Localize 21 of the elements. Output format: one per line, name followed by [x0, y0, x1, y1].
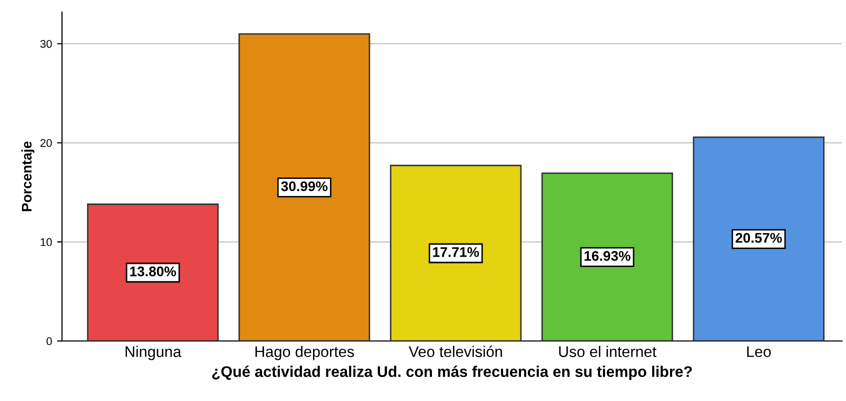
data-label: 13.80% — [130, 266, 176, 276]
x-tick-label: Ninguna — [126, 346, 182, 360]
bar — [541, 172, 674, 341]
y-tick-label: 10 — [40, 238, 52, 246]
bar — [87, 204, 219, 341]
y-tick-label: 0 — [46, 337, 52, 346]
x-axis-title: ¿Qué actividad realiza Ud. con más frecuencia en su tiempo libre? — [212, 366, 692, 380]
data-label: 17.71% — [433, 247, 479, 257]
data-label: 20.57% — [736, 232, 782, 243]
y-tick-label: 30 — [40, 40, 52, 48]
y-axis-title: Porcentaje — [21, 141, 34, 212]
x-tick-label: Veo televisión — [408, 346, 502, 358]
bar — [692, 136, 825, 341]
y-tick-label: 20 — [40, 139, 52, 147]
data-label: 30.99% — [281, 181, 328, 192]
bar — [390, 164, 522, 341]
x-tick-label: Hago deportes — [255, 346, 354, 360]
bar — [238, 33, 370, 341]
x-tick-label: Leo — [747, 346, 771, 358]
x-tick-label: Uso el internet — [559, 346, 656, 358]
data-label: 16.93% — [584, 251, 630, 261]
